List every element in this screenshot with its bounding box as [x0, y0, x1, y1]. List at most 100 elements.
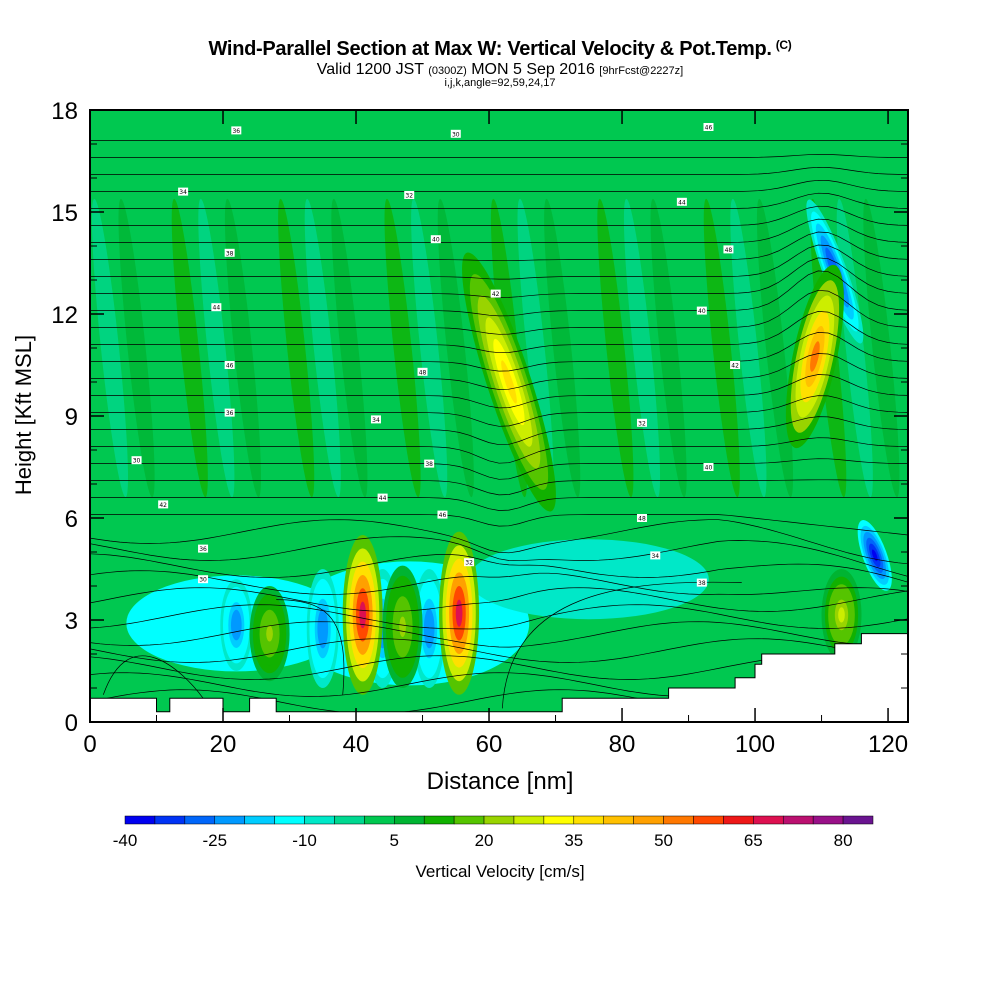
- colorbar-swatch: [663, 815, 694, 825]
- theta-contour: [90, 553, 908, 583]
- theta-label: 48: [638, 516, 646, 523]
- colorbar-swatch: [543, 815, 575, 825]
- theta-label-box: [703, 123, 714, 131]
- field-band: [224, 198, 262, 498]
- colorbar-swatch: [812, 815, 844, 825]
- colorbar-swatch: [214, 815, 245, 825]
- theta-label-box: [437, 510, 448, 519]
- theta-label-box: [650, 551, 661, 560]
- valid-date: MON 5 Sep 2016: [471, 61, 595, 78]
- colorbar-swatch: [753, 815, 784, 825]
- theta-contour: [102, 655, 204, 699]
- field-band: [145, 198, 182, 498]
- downdraft-cell: [426, 618, 432, 639]
- copyright-tag: (C): [775, 38, 792, 52]
- updraft-cell: [399, 616, 406, 637]
- field-band: [198, 198, 235, 498]
- colorbar-swatch: [364, 815, 395, 825]
- theta-label-box: [636, 418, 647, 427]
- field-band: [544, 198, 581, 498]
- colorbar-swatch: [453, 815, 485, 825]
- x-tick-label: 120: [868, 731, 908, 758]
- theta-contour: [90, 244, 908, 280]
- theta-label: 44: [213, 305, 221, 312]
- field-band: [730, 198, 767, 498]
- theta-label-box: [730, 361, 741, 369]
- y-tick-label: 0: [65, 710, 78, 737]
- colorbar-swatch: [693, 815, 724, 825]
- theta-contour: [90, 218, 908, 243]
- theta-label-box: [430, 235, 441, 244]
- theta-label-box: [231, 126, 242, 135]
- theta-contour: [90, 514, 908, 536]
- terrain: [90, 633, 908, 722]
- colorbar-swatch: [244, 815, 275, 825]
- theta-contour: [90, 497, 908, 511]
- theta-label-box: [377, 493, 388, 502]
- x-tick-label: 20: [210, 731, 237, 758]
- x-tick-label: 60: [476, 731, 503, 758]
- theta-contour: [90, 587, 908, 612]
- colorbar-tick-label: 65: [744, 831, 763, 850]
- colorbar-tick-label: -40: [113, 831, 138, 850]
- colorbar-swatch: [124, 815, 156, 825]
- theta-label-box: [224, 408, 235, 417]
- theta-label: 32: [465, 560, 473, 567]
- theta-label-box: [131, 456, 142, 465]
- theta-label-box: [424, 459, 435, 468]
- colorbar-swatch: [423, 815, 455, 825]
- theta-label: 44: [379, 495, 387, 502]
- colorbar-swatch: [483, 815, 515, 825]
- theta-label: 48: [725, 247, 733, 254]
- theta-label: 36: [199, 546, 207, 553]
- theta-label: 32: [405, 193, 413, 200]
- field-band: [91, 198, 129, 498]
- colorbar-tick-label: -10: [292, 831, 317, 850]
- theta-label-box: [490, 289, 501, 298]
- theta-label: 38: [425, 461, 433, 468]
- theta-label-box: [198, 544, 209, 553]
- theta-label-box: [198, 575, 209, 584]
- theta-contour: [90, 231, 908, 262]
- theta-contour: [90, 179, 908, 192]
- theta-label-box: [158, 500, 169, 509]
- forecast-info: [9hrFcst@2227z]: [599, 65, 684, 77]
- x-tick-label: 100: [735, 731, 775, 758]
- theta-label-box: [723, 245, 734, 254]
- theta-contour: [90, 154, 908, 158]
- theta-contour: [90, 519, 908, 565]
- theta-label: 42: [492, 291, 500, 298]
- theta-contour: [90, 270, 908, 317]
- chart-subtitle-indices: i,j,k,angle=92,59,24,17: [444, 77, 556, 89]
- colorbar-swatch: [184, 815, 216, 825]
- theta-contour: [90, 192, 908, 209]
- field-band: [677, 198, 714, 498]
- theta-label-box: [450, 129, 461, 138]
- colorbar-swatch: [573, 815, 604, 825]
- updraft-cell: [455, 599, 463, 627]
- colorbar-swatch: [513, 815, 545, 825]
- colorbar-tick-label: 50: [654, 831, 673, 850]
- theta-contour: [501, 581, 742, 709]
- field-band: [703, 198, 740, 498]
- field-band: [863, 198, 900, 498]
- field-band: [756, 198, 794, 498]
- x-tick-label: 0: [83, 731, 96, 758]
- updraft-cell: [266, 625, 273, 642]
- theta-label-box: [696, 306, 707, 315]
- theta-contour: [90, 604, 908, 630]
- colorbar-tick-label: -25: [202, 831, 227, 850]
- x-axis-label: Distance [nm]: [426, 768, 574, 795]
- field-band: [650, 198, 687, 498]
- y-tick-label: 3: [65, 608, 78, 635]
- theta-contour: [90, 638, 908, 663]
- theta-contour: [90, 570, 908, 595]
- field-band: [384, 198, 421, 498]
- theta-label-box: [211, 303, 222, 312]
- colorbar-tick-label: 5: [390, 831, 399, 850]
- x-tick-label: 40: [343, 731, 370, 758]
- theta-label: 36: [232, 128, 240, 135]
- theta-contour: [90, 311, 908, 354]
- theta-contour: [90, 416, 908, 446]
